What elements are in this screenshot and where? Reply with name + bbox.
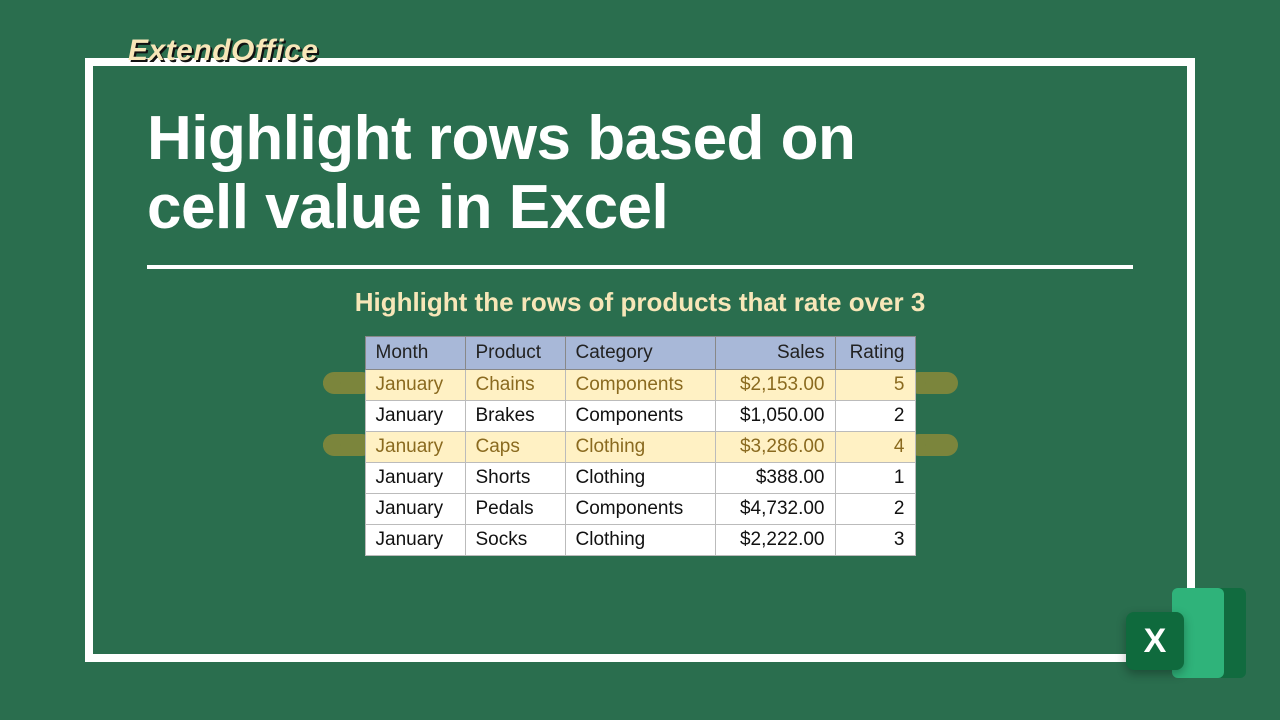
- col-header-product: Product: [465, 336, 565, 369]
- table-cell: $4,732.00: [715, 493, 835, 524]
- table-cell: Clothing: [565, 462, 715, 493]
- table-cell: 4: [835, 431, 915, 462]
- excel-letter: X: [1144, 622, 1167, 661]
- table-cell: Caps: [465, 431, 565, 462]
- table-cell: Components: [565, 493, 715, 524]
- table-cell: Clothing: [565, 524, 715, 555]
- col-header-category: Category: [565, 336, 715, 369]
- table-cell: Pedals: [465, 493, 565, 524]
- products-table: Month Product Category Sales Rating Janu…: [365, 336, 916, 556]
- brand-logo: ExtendOffice ExtendOffice: [128, 34, 319, 68]
- table-cell: $388.00: [715, 462, 835, 493]
- excel-icon: X: [1126, 582, 1246, 692]
- table-cell: $3,286.00: [715, 431, 835, 462]
- table-row: JanuaryChainsComponents$2,153.005: [365, 369, 915, 400]
- table-cell: $1,050.00: [715, 400, 835, 431]
- table-cell: 1: [835, 462, 915, 493]
- table-cell: Clothing: [565, 431, 715, 462]
- title-line-2: cell value in Excel: [147, 173, 1133, 242]
- table-container: Month Product Category Sales Rating Janu…: [147, 336, 1133, 556]
- table-row: JanuarySocksClothing$2,222.003: [365, 524, 915, 555]
- table-row: JanuaryShortsClothing$388.001: [365, 462, 915, 493]
- table-cell: Chains: [465, 369, 565, 400]
- table-cell: Shorts: [465, 462, 565, 493]
- table-cell: January: [365, 493, 465, 524]
- col-header-sales: Sales: [715, 336, 835, 369]
- col-header-month: Month: [365, 336, 465, 369]
- table-row: JanuaryBrakesComponents$1,050.002: [365, 400, 915, 431]
- table-cell: January: [365, 524, 465, 555]
- table-cell: $2,222.00: [715, 524, 835, 555]
- excel-badge: X: [1126, 612, 1184, 670]
- table-cell: Brakes: [465, 400, 565, 431]
- table-cell: January: [365, 462, 465, 493]
- table-cell: January: [365, 431, 465, 462]
- table-cell: Components: [565, 400, 715, 431]
- table-cell: 3: [835, 524, 915, 555]
- table-cell: January: [365, 400, 465, 431]
- table-cell: $2,153.00: [715, 369, 835, 400]
- col-header-rating: Rating: [835, 336, 915, 369]
- title-line-1: Highlight rows based on: [147, 104, 1133, 173]
- table-cell: 2: [835, 400, 915, 431]
- table-cell: Components: [565, 369, 715, 400]
- table-cell: 5: [835, 369, 915, 400]
- brand-text: ExtendOffice: [128, 34, 319, 67]
- divider: [147, 265, 1133, 269]
- table-cell: January: [365, 369, 465, 400]
- table-cell: 2: [835, 493, 915, 524]
- main-title: Highlight rows based on cell value in Ex…: [147, 104, 1133, 243]
- table-row: JanuaryPedalsComponents$4,732.002: [365, 493, 915, 524]
- table-header-row: Month Product Category Sales Rating: [365, 336, 915, 369]
- table-row: JanuaryCapsClothing$3,286.004: [365, 431, 915, 462]
- subtitle: Highlight the rows of products that rate…: [147, 287, 1133, 318]
- table-cell: Socks: [465, 524, 565, 555]
- content-frame: Highlight rows based on cell value in Ex…: [85, 58, 1195, 662]
